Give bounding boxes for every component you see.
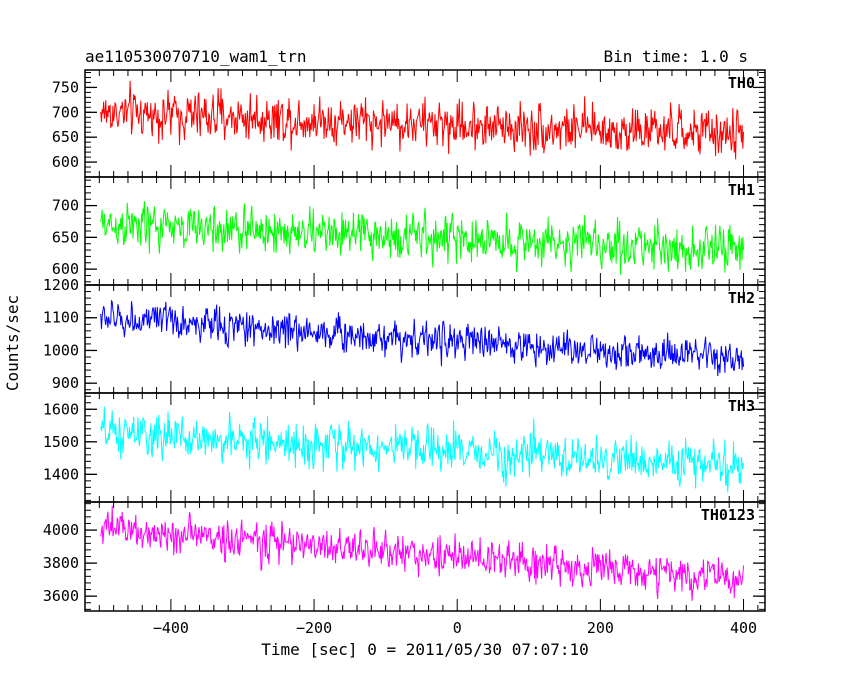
- y-tick-label: 700: [52, 197, 79, 215]
- panel-frame: [84, 69, 766, 178]
- y-tick-label: 900: [52, 374, 79, 392]
- x-axis-label: Time [sec] 0 = 2011/05/30 07:07:10: [261, 640, 589, 659]
- panel-label-th2: TH2: [728, 289, 755, 307]
- series-th2-line: [100, 299, 745, 377]
- y-tick-label: 3600: [43, 587, 79, 605]
- series-th0-line: [100, 80, 745, 160]
- x-tick-label: 200: [587, 619, 614, 637]
- y-tick-label: 1100: [43, 309, 79, 327]
- panel-th3: 1400 1500 1600 TH3: [43, 392, 766, 503]
- y-tick-label: 1000: [43, 341, 79, 359]
- panels-group: 600 650 700 750 TH0 600 650 700 TH1 900 1000 1100 12…: [43, 69, 766, 612]
- bin-time-label: Bin time: 1.0 s: [604, 47, 749, 66]
- y-tick-label: 650: [52, 128, 79, 146]
- y-tick-label: 750: [52, 78, 79, 96]
- y-tick-label: 600: [52, 153, 79, 171]
- y-tick-label: 1200: [43, 276, 79, 294]
- y-tick-label: 1500: [43, 433, 79, 451]
- series-th0123-line: [100, 505, 745, 601]
- panel-label-th1: TH1: [728, 181, 755, 199]
- panel-frame: [84, 392, 766, 503]
- x-tick-label: 400: [730, 619, 757, 637]
- x-tick-label: −200: [296, 619, 332, 637]
- x-tick-label: 0: [453, 619, 462, 637]
- panel-label-th0123: TH0123: [701, 506, 755, 524]
- panel-label-th3: TH3: [728, 397, 755, 415]
- y-tick-label: 700: [52, 103, 79, 121]
- x-tick-labels: −400 −200 0 200 400: [153, 619, 757, 637]
- panel-th1: 600 650 700 TH1: [52, 176, 766, 286]
- y-tick-label: 650: [52, 228, 79, 246]
- y-tick-label: 4000: [43, 521, 79, 539]
- y-tick-label: 1600: [43, 400, 79, 418]
- series-th1-line: [100, 201, 745, 275]
- panel-label-th0: TH0: [728, 74, 755, 92]
- series-th3-line: [100, 406, 745, 493]
- y-tick-label: 3800: [43, 554, 79, 572]
- x-tick-label: −400: [153, 619, 189, 637]
- panel-th0: 600 650 700 750 TH0: [52, 69, 766, 178]
- y-tick-label: 600: [52, 260, 79, 278]
- y-tick-label: 1400: [43, 465, 79, 483]
- y-axis-label: Counts/sec: [3, 295, 22, 391]
- panel-th2: 900 1000 1100 1200 TH2: [43, 276, 766, 394]
- panel-th0123: 3600 3800 4000 TH0123: [43, 501, 766, 612]
- chart-title: ae110530070710_wam1_trn: [85, 47, 307, 66]
